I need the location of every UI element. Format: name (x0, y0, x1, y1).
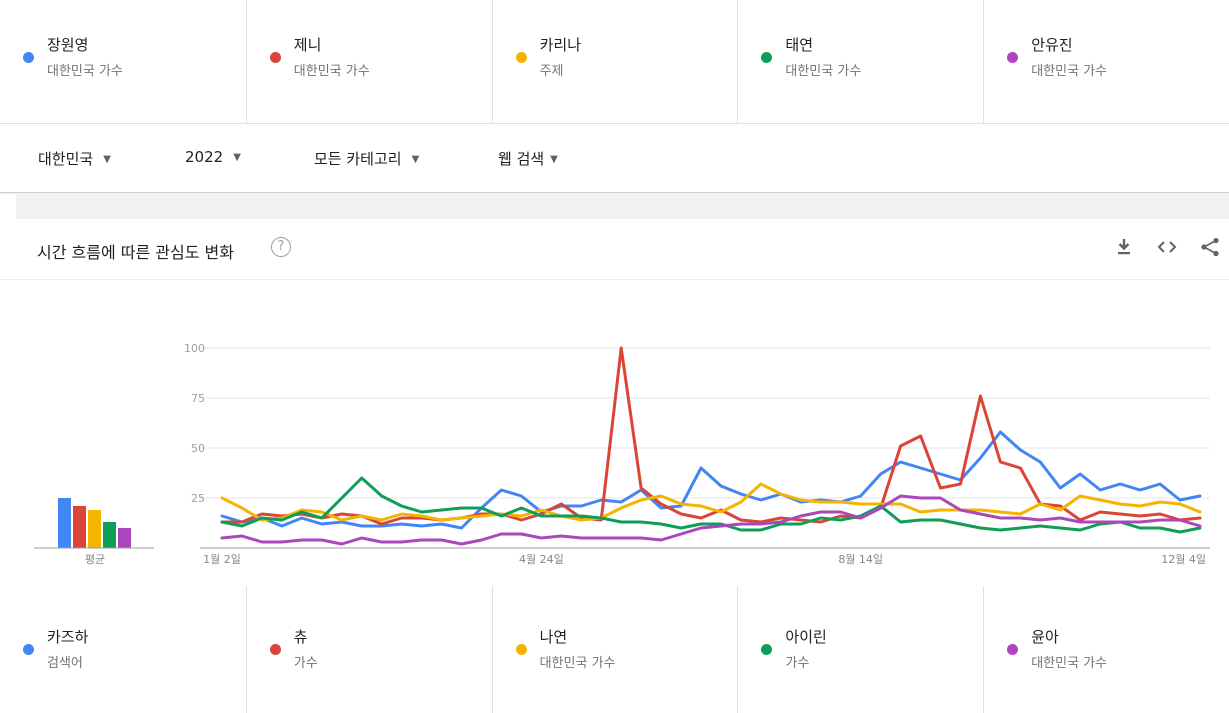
term-name: 제니 (293, 36, 322, 54)
term-type: 대한민국 가수 (1031, 656, 1108, 671)
series-color-dot (1007, 644, 1019, 655)
series-color-dot (23, 644, 34, 655)
term-type: 가수 (785, 656, 810, 671)
series-color-dot (1007, 52, 1019, 63)
y-tick-label: 100 (184, 342, 205, 355)
series-color-dot (515, 52, 527, 63)
series-line (220, 476, 1202, 534)
term-name: 츄 (293, 628, 308, 646)
term-type: 대한민국 가수 (1031, 64, 1108, 79)
download-icon[interactable] (1112, 235, 1136, 259)
term-type: 가수 (293, 656, 318, 671)
average-label: 평균 (85, 553, 105, 566)
average-bar (88, 510, 101, 548)
region-filter[interactable]: 대한민국 ▼ (38, 148, 111, 169)
term-name: 태연 (785, 36, 813, 54)
year-filter[interactable]: 2022 ▼ (185, 148, 241, 166)
average-bar (58, 498, 71, 548)
term-name: 장원영 (47, 36, 89, 54)
y-tick-label: 50 (191, 442, 205, 455)
filter-bar: 대한민국 ▼ 2022 ▼ 모든 카테고리 ▼ 웹 검색 ▼ (0, 124, 1229, 193)
series-color-dot (761, 644, 773, 655)
series-line (220, 430, 1202, 530)
share-icon[interactable] (1198, 235, 1222, 259)
dropdown-arrow-icon: ▼ (550, 154, 558, 165)
term-name: 윤아 (1031, 628, 1059, 646)
x-tick-label: 8월 14일 (838, 552, 883, 566)
category-filter-label: 모든 카테고리 (314, 150, 402, 168)
card-title: 시간 흐름에 따른 관심도 변화 (37, 243, 234, 262)
x-tick-label: 12월 4일 (1161, 552, 1206, 566)
x-tick-label: 1월 2일 (203, 552, 241, 566)
average-bar (103, 522, 116, 548)
term-name: 카리나 (539, 36, 581, 54)
interest-over-time-chart: 25 50 75 100 1월 2일 4월 24일 8월 14일 12월 4일 평균 (34, 342, 1210, 566)
term-type: 대한민국 가수 (785, 64, 862, 79)
term-type: 대한민국 가수 (47, 64, 123, 79)
term-type: 대한민국 가수 (293, 64, 370, 79)
y-tick-label: 75 (191, 392, 205, 405)
card-header: 시간 흐름에 따른 관심도 변화 ? (0, 219, 1229, 280)
term-name: 카즈하 (47, 628, 89, 646)
series-line (220, 482, 1202, 522)
series-line (220, 346, 1202, 526)
term-type: 검색어 (47, 656, 83, 671)
help-icon[interactable]: ? (271, 237, 291, 257)
embed-code-icon[interactable] (1155, 235, 1179, 259)
dropdown-arrow-icon: ▼ (103, 154, 111, 165)
search-type-filter[interactable]: 웹 검색 ▼ (498, 148, 558, 169)
region-filter-label: 대한민국 (38, 150, 94, 168)
term-type: 주제 (539, 64, 564, 79)
search-type-filter-label: 웹 검색 (498, 150, 545, 168)
average-bar (118, 528, 131, 548)
dropdown-arrow-icon: ▼ (233, 152, 241, 163)
series-color-dot (515, 644, 527, 655)
term-name: 안유진 (1031, 36, 1073, 54)
series-line (220, 494, 1202, 546)
series-color-dot (269, 52, 281, 63)
y-tick-label: 25 (191, 492, 205, 505)
category-filter[interactable]: 모든 카테고리 ▼ (314, 148, 419, 169)
term-type: 대한민국 가수 (539, 656, 616, 671)
series-color-dot (23, 52, 34, 63)
section-divider (16, 193, 1229, 219)
x-tick-label: 4월 24일 (519, 552, 564, 566)
series-color-dot (761, 52, 773, 63)
average-bar (73, 506, 86, 548)
series-color-dot (269, 644, 281, 655)
year-filter-label: 2022 (185, 148, 224, 166)
term-name: 아이린 (785, 628, 827, 646)
term-name: 나연 (539, 628, 568, 646)
dropdown-arrow-icon: ▼ (411, 154, 420, 165)
